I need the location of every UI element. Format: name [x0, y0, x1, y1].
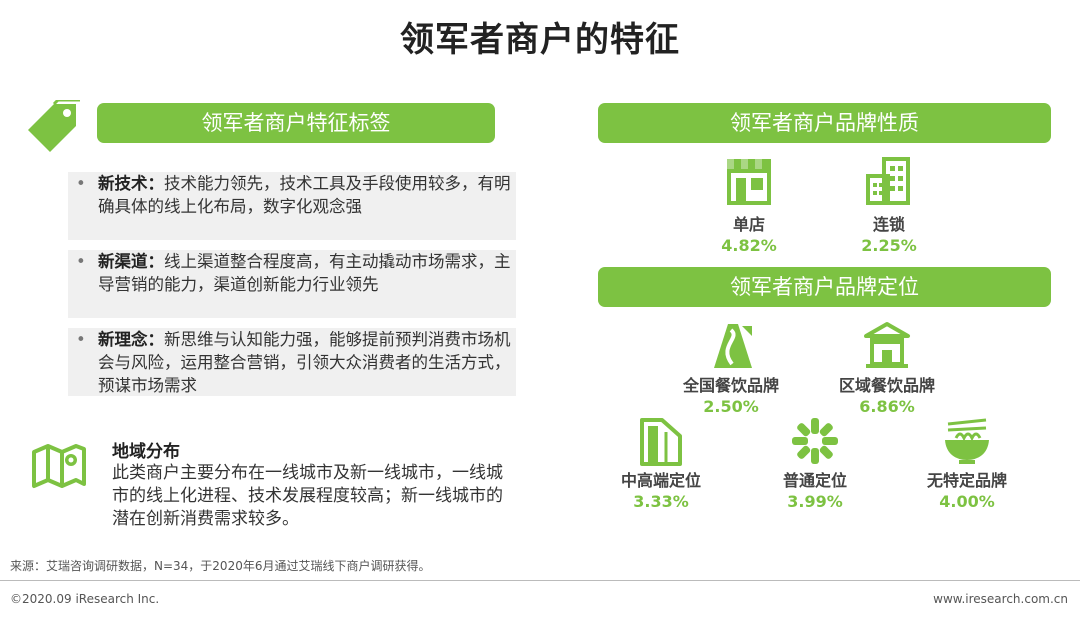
bullet-term: 新理念： — [98, 330, 164, 349]
source-note: 来源：艾瑞咨询调研数据，N=34，于2020年6月通过艾瑞线下商户调研获得。 — [10, 559, 431, 573]
brand-nature-header: 领军者商户品牌性质 — [598, 103, 1051, 143]
noodle-bowl-icon — [942, 416, 992, 470]
skyscraper-icon — [636, 416, 686, 470]
bullet-text: 技术能力领先，技术工具及手段使用较多，有明确具体的线上化布局，数字化观念强 — [98, 174, 511, 216]
bullet-text: 新思维与认知能力强，能够提前预判消费市场机会与风险，运用整合营销，引领大众消费者… — [98, 330, 511, 395]
map-icon — [30, 440, 88, 490]
copyright: ©2020.09 iResearch Inc. — [10, 592, 160, 606]
stat-single-store: 单店 4.82% — [679, 214, 819, 256]
bullet-dot: • — [76, 330, 86, 349]
stat-regular: 普通定位 3.99% — [745, 470, 885, 512]
page-title: 领军者商户的特征 — [400, 20, 680, 60]
stat-label: 单店 — [732, 215, 765, 234]
bullet-new-concept: • 新理念：新思维与认知能力强，能够提前预判消费市场机会与风险，运用整合营销，引… — [68, 328, 516, 396]
stat-value: 3.33% — [633, 492, 689, 511]
stat-value: 4.00% — [939, 492, 995, 511]
bullet-dot: • — [76, 174, 86, 193]
stat-national-brand: 全国餐饮品牌 2.50% — [661, 375, 801, 417]
stat-value: 2.25% — [861, 236, 917, 255]
building-icon — [864, 156, 914, 210]
stat-regional-brand: 区域餐饮品牌 6.86% — [817, 375, 957, 417]
pavilion-icon — [862, 320, 912, 374]
stat-chain: 连锁 2.25% — [819, 214, 959, 256]
storefront-icon — [724, 156, 774, 210]
region-title: 地域分布 — [112, 442, 180, 462]
bullet-term: 新渠道： — [98, 252, 164, 271]
stat-high-end: 中高端定位 3.33% — [591, 470, 731, 512]
burst-icon — [790, 416, 840, 470]
brand-positioning-header: 领军者商户品牌定位 — [598, 267, 1051, 307]
stat-label: 全国餐饮品牌 — [682, 376, 779, 395]
stat-label: 连锁 — [872, 215, 905, 234]
footer-divider — [0, 580, 1080, 581]
bullet-term: 新技术： — [98, 174, 164, 193]
stat-label: 无特定品牌 — [926, 471, 1007, 490]
stat-no-specific-brand: 无特定品牌 4.00% — [897, 470, 1037, 512]
tag-icon — [24, 98, 82, 156]
stat-label: 中高端定位 — [620, 471, 701, 490]
stat-value: 6.86% — [859, 397, 915, 416]
bullet-new-channel: • 新渠道：线上渠道整合程度高，有主动撬动市场需求，主导营销的能力，渠道创新能力… — [68, 250, 516, 318]
bullet-text: 线上渠道整合程度高，有主动撬动市场需求，主导营销的能力，渠道创新能力行业领先 — [98, 252, 511, 294]
stat-label: 区域餐饮品牌 — [838, 376, 935, 395]
website-link[interactable]: www.iresearch.com.cn — [933, 592, 1068, 606]
bullet-dot: • — [76, 252, 86, 271]
stat-label: 普通定位 — [782, 471, 847, 490]
stat-value: 4.82% — [721, 236, 777, 255]
stat-value: 3.99% — [787, 492, 843, 511]
feature-tags-header: 领军者商户特征标签 — [97, 103, 495, 143]
road-icon — [706, 320, 756, 374]
stat-value: 2.50% — [703, 397, 759, 416]
bullet-new-tech: • 新技术：技术能力领先，技术工具及手段使用较多，有明确具体的线上化布局，数字化… — [68, 172, 516, 240]
region-text: 此类商户主要分布在一线城市及新一线城市，一线城市的线上化进程、技术发展程度较高；… — [112, 463, 503, 529]
